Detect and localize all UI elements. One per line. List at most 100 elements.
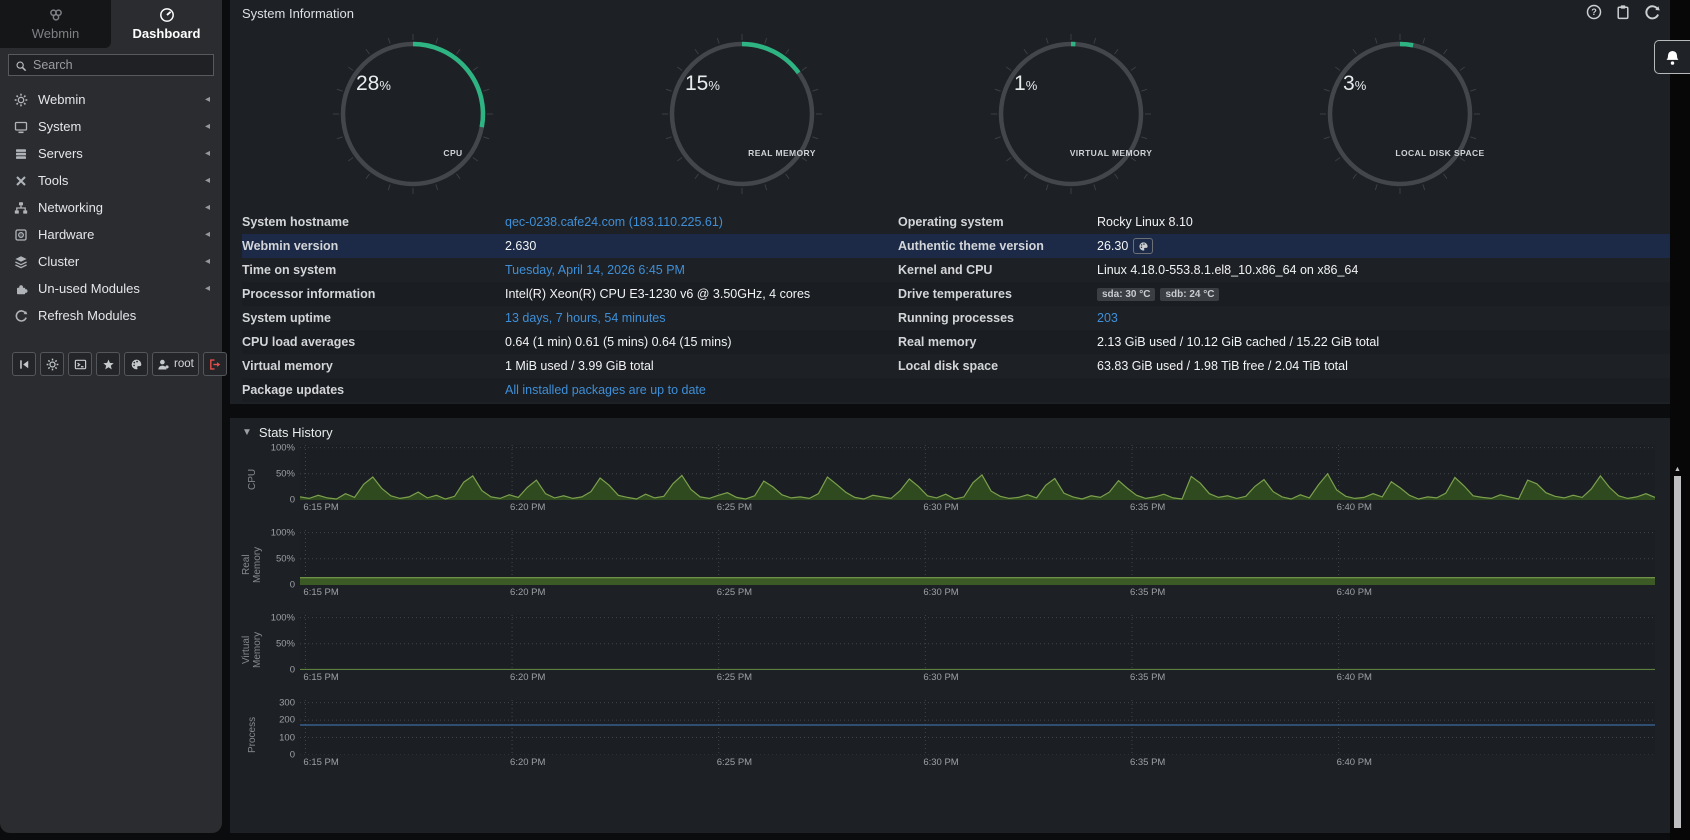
- sidebar-item-servers[interactable]: Servers ◂: [0, 140, 222, 167]
- logout-button[interactable]: [202, 352, 227, 376]
- info-label: CPU load averages: [242, 335, 356, 349]
- sidebar-item-webmin[interactable]: Webmin ◂: [0, 86, 222, 113]
- x-tick-label: 6:30 PM: [923, 757, 959, 768]
- x-tick-label: 6:40 PM: [1336, 587, 1372, 598]
- x-tick-label: 6:20 PM: [510, 502, 546, 513]
- info-value-text: All installed packages are up to date: [505, 383, 706, 397]
- user-icon: [157, 358, 170, 371]
- y-tick-label: 50%: [275, 468, 295, 480]
- network-icon: [14, 201, 28, 215]
- info-label: Time on system: [242, 263, 337, 277]
- y-tick-label: 50%: [275, 638, 295, 650]
- table-row: System uptime 13 days, 7 hours, 54 minute…: [242, 306, 1670, 330]
- sidebar-item-refresh-modules[interactable]: Refresh Modules: [0, 302, 222, 329]
- reload-icon[interactable]: [1644, 4, 1660, 20]
- sidebar-item-label: Cluster: [38, 254, 80, 269]
- info-value-text: 2.13 GiB used / 10.12 GiB cached / 15.22…: [1097, 335, 1380, 349]
- plot-area: 6:15 PM 6:20 PM 6:25 PM 6:30 PM 6:35 PM 6:40 …: [300, 615, 1655, 684]
- gauge-cpu: 28% CPU: [248, 28, 577, 204]
- sidebar-item-cluster[interactable]: Cluster ◂: [0, 248, 222, 275]
- sidebar-tabs: Webmin Dashboard: [0, 0, 222, 48]
- info-value-link[interactable]: 13 days, 7 hours, 54 minutes: [505, 311, 898, 325]
- scrollbar-thumb[interactable]: [1674, 476, 1681, 828]
- plot-area: 6:15 PM 6:20 PM 6:25 PM 6:30 PM 6:35 PM 6:40 …: [300, 700, 1655, 769]
- help-icon[interactable]: ?: [1586, 4, 1602, 20]
- star-button[interactable]: [96, 352, 120, 376]
- table-row: Time on system Tuesday, April 14, 2026 6:…: [242, 258, 1670, 282]
- info-value-text: 26.30: [1097, 239, 1129, 253]
- monitor-icon: [14, 120, 28, 134]
- info-value-link[interactable]: 203: [1097, 311, 1670, 325]
- info-value-link[interactable]: qec-0238.cafe24.com (183.110.225.61): [505, 215, 898, 229]
- info-value-text: Tuesday, April 14, 2026 6:45 PM: [505, 263, 685, 277]
- webmin-logo-icon: [48, 7, 64, 23]
- info-value-link[interactable]: All installed packages are up to date: [505, 383, 898, 397]
- system-information-panel: System Information ? 28% CPU 15% REAL MEMOR…: [230, 0, 1670, 404]
- info-label: Running processes: [898, 311, 1014, 325]
- info-value: Rocky Linux 8.10: [1097, 215, 1670, 229]
- info-value: 63.83 GiB used / 1.98 TiB free / 2.04 Ti…: [1097, 359, 1670, 373]
- gauge-label: VIRTUAL MEMORY: [1069, 148, 1152, 158]
- info-value-text: 0.64 (1 min) 0.61 (5 mins) 0.64 (15 mins…: [505, 335, 732, 349]
- chevron-left-icon: ◂: [204, 175, 210, 186]
- table-row: Package updates All installed packages ar…: [242, 378, 1670, 402]
- chevron-left-icon: ◂: [204, 283, 210, 294]
- page-title: System Information: [242, 5, 354, 21]
- sidebar-item-hardware[interactable]: Hardware ◂: [0, 221, 222, 248]
- collapse-button[interactable]: [12, 352, 36, 376]
- info-label: System uptime: [242, 311, 331, 325]
- y-axis-labels: 100% 50% 0: [264, 612, 300, 675]
- tab-dashboard[interactable]: Dashboard: [111, 0, 222, 48]
- user-button[interactable]: root: [152, 352, 199, 376]
- gear-button[interactable]: [40, 352, 64, 376]
- terminal-icon: [74, 358, 87, 371]
- sidebar-item-label: Tools: [38, 173, 69, 188]
- chevron-left-icon: ◂: [204, 202, 210, 213]
- sidebar-item-label: Hardware: [38, 227, 95, 242]
- y-tick-label: 0: [289, 749, 295, 761]
- scrollbar-up-arrow[interactable]: ▲: [1674, 466, 1681, 473]
- x-tick-label: 6:35 PM: [1129, 587, 1166, 598]
- terminal-button[interactable]: [68, 352, 92, 376]
- info-label: Package updates: [242, 383, 345, 397]
- y-tick-label: 200: [279, 714, 295, 726]
- chart-axis-title: Virtual Memory: [241, 631, 263, 668]
- info-label: Processor information: [242, 287, 376, 301]
- chevron-left-icon: ◂: [204, 121, 210, 132]
- stats-history-header[interactable]: ▼ Stats History: [230, 418, 1670, 440]
- sidebar-item-label: Servers: [38, 146, 83, 161]
- temp-badge: sdb: 24 °C: [1160, 287, 1220, 301]
- search-input[interactable]: [33, 58, 193, 72]
- sidebar-item-networking[interactable]: Networking ◂: [0, 194, 222, 221]
- info-value-link[interactable]: Tuesday, April 14, 2026 6:45 PM: [505, 263, 898, 277]
- sidebar-item-system[interactable]: System ◂: [0, 113, 222, 140]
- system-info-table: System hostname qec-0238.cafe24.com (183.…: [242, 210, 1670, 402]
- stats-history-panel: ▼ Stats History CPU 100% 50% 0 6:15 PM 6:20 P…: [230, 418, 1670, 833]
- info-value: 1 MiB used / 3.99 GiB total: [505, 359, 898, 373]
- info-label: Virtual memory: [242, 359, 333, 373]
- notifications-tab[interactable]: [1654, 40, 1690, 74]
- y-axis-labels: 100% 50% 0: [264, 527, 300, 590]
- info-value-text: 63.83 GiB used / 1.98 TiB free / 2.04 Ti…: [1097, 359, 1348, 373]
- sidebar-item-tools[interactable]: Tools ◂: [0, 167, 222, 194]
- info-label: Webmin version: [242, 239, 339, 253]
- sidebar: Webmin Dashboard Webmin◂System◂Servers◂T…: [0, 0, 227, 833]
- gauge-value: 15%: [685, 72, 720, 95]
- palette-button[interactable]: [124, 352, 148, 376]
- gauge-label: REAL MEMORY: [748, 148, 816, 158]
- puzzle-icon: [14, 282, 28, 296]
- x-tick-label: 6:35 PM: [1129, 502, 1166, 513]
- gauge-real-memory: 15% REAL MEMORY: [577, 28, 906, 204]
- info-label: Kernel and CPU: [898, 263, 993, 277]
- y-axis-labels: 100% 50% 0: [264, 442, 300, 505]
- sidebar-item-un-used-modules[interactable]: Un-used Modules ◂: [0, 275, 222, 302]
- info-label: System hostname: [242, 215, 349, 229]
- gauges-row: 28% CPU 15% REAL MEMORY 1% VIRTUAL MEMORY 3% LO…: [248, 28, 1564, 204]
- theme-palette-button[interactable]: [1133, 238, 1154, 254]
- x-tick-label: 6:25 PM: [716, 757, 753, 768]
- x-tick-label: 6:20 PM: [510, 672, 546, 683]
- tab-webmin[interactable]: Webmin: [0, 0, 111, 48]
- chevron-left-icon: ◂: [204, 148, 210, 159]
- clipboard-icon[interactable]: [1615, 4, 1631, 20]
- stats-charts: CPU 100% 50% 0 6:15 PM 6:20 PM 6:25 PM 6:30 PM 6…: [240, 442, 1655, 785]
